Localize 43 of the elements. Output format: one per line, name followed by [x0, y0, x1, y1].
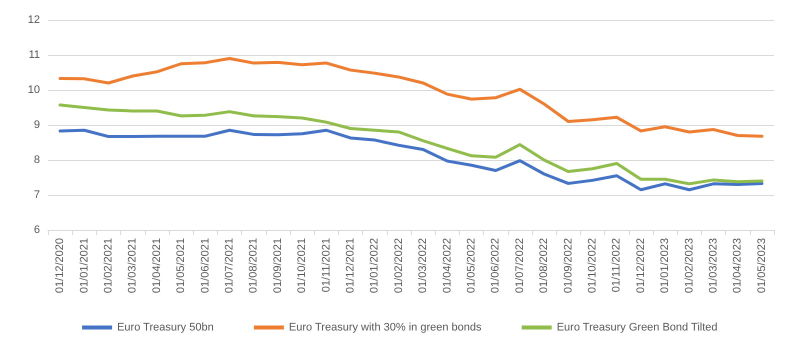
x-tick-label: 01/01/2022 [368, 238, 381, 294]
x-tick-label: 01/02/2023 [683, 238, 696, 294]
y-tick-label: 8 [34, 154, 40, 166]
y-tick-label: 10 [28, 84, 40, 96]
x-tick-label: 01/01/2023 [659, 238, 672, 294]
x-tick-label: 01/10/2022 [586, 238, 598, 294]
x-tick-label: 01/06/2021 [199, 238, 212, 294]
x-tick-label: 01/03/2022 [417, 238, 430, 294]
y-tick-label: 9 [34, 119, 40, 131]
y-tick-label: 11 [28, 49, 40, 61]
x-tick-label: 01/12/2021 [344, 238, 356, 294]
y-tick-label: 6 [34, 224, 40, 236]
x-tick-label: 01/04/2023 [732, 238, 744, 294]
line-series [58, 57, 764, 138]
x-tick-label: 01/04/2021 [150, 238, 163, 294]
x-tick-label: 01/09/2021 [272, 238, 284, 294]
x-tick-label: 01/05/2023 [756, 238, 768, 294]
x-tick-label: 01/11/2021 [320, 238, 332, 292]
line-series [58, 128, 764, 192]
x-tick-label: 01/05/2021 [175, 238, 188, 294]
x-tick-label: 01/11/2022 [610, 238, 623, 292]
y-tick-label: 12 [28, 14, 40, 26]
line-series [58, 104, 764, 186]
x-tick-label: 01/08/2021 [248, 238, 260, 294]
x-tick-label: 01/10/2021 [296, 238, 308, 294]
y-tick-label: 7 [34, 189, 40, 201]
legend-label: Euro Treasury Green Bond Tilted [556, 322, 718, 334]
x-tick-label: 01/08/2022 [538, 238, 550, 294]
x-tick-label: 01/05/2022 [466, 238, 478, 294]
x-tick-label: 01/02/2022 [392, 238, 405, 294]
x-tick-label: 01/07/2021 [224, 238, 236, 294]
x-tick-label: 01/12/2022 [634, 238, 647, 294]
x-tick-label: 01/07/2022 [514, 238, 526, 294]
x-tick-label: 01/04/2022 [441, 238, 454, 294]
x-tick-label: 01/03/2021 [126, 238, 139, 294]
legend-label: Euro Treasury with 30% in green bonds [288, 322, 482, 334]
x-tick-label: 01/01/2021 [78, 238, 90, 294]
legend-label: Euro Treasury 50bn [117, 322, 214, 334]
x-tick-label: 01/09/2022 [562, 238, 574, 294]
x-tick-label: 01/02/2021 [102, 238, 114, 294]
x-tick-label: 01/03/2023 [708, 238, 720, 294]
x-tick-label: 01/06/2022 [490, 238, 502, 294]
x-tick-label: 01/12/2020 [54, 238, 66, 294]
